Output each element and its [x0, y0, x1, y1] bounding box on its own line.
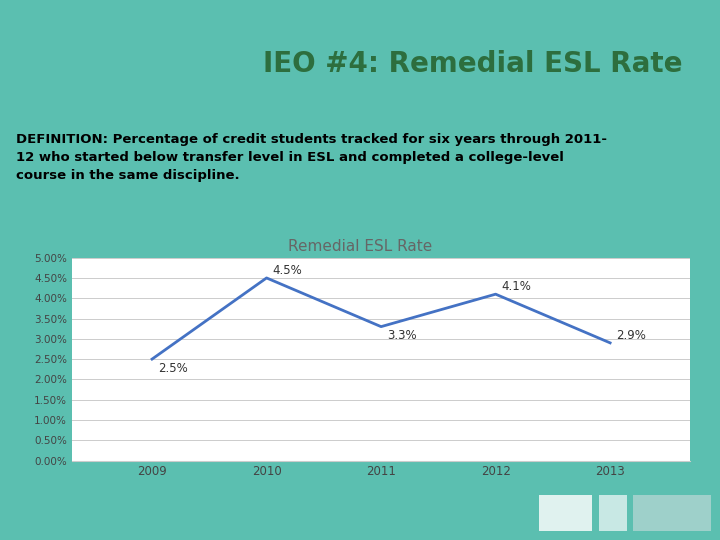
Bar — [539, 495, 592, 531]
Text: 4.5%: 4.5% — [272, 264, 302, 277]
Text: 2.5%: 2.5% — [158, 362, 187, 375]
Text: Remedial ESL Rate: Remedial ESL Rate — [288, 239, 432, 254]
Text: DEFINITION: Percentage of credit students tracked for six years through 2011-
12: DEFINITION: Percentage of credit student… — [16, 133, 607, 182]
Text: CUESTA
COLLEGE: CUESTA COLLEGE — [86, 44, 162, 76]
Text: IEO #4: Remedial ESL Rate: IEO #4: Remedial ESL Rate — [263, 50, 682, 78]
Text: 4.1%: 4.1% — [501, 280, 531, 293]
Text: 3.3%: 3.3% — [387, 329, 416, 342]
Bar — [633, 495, 711, 531]
Text: 2.9%: 2.9% — [616, 329, 646, 342]
Bar — [599, 495, 627, 531]
